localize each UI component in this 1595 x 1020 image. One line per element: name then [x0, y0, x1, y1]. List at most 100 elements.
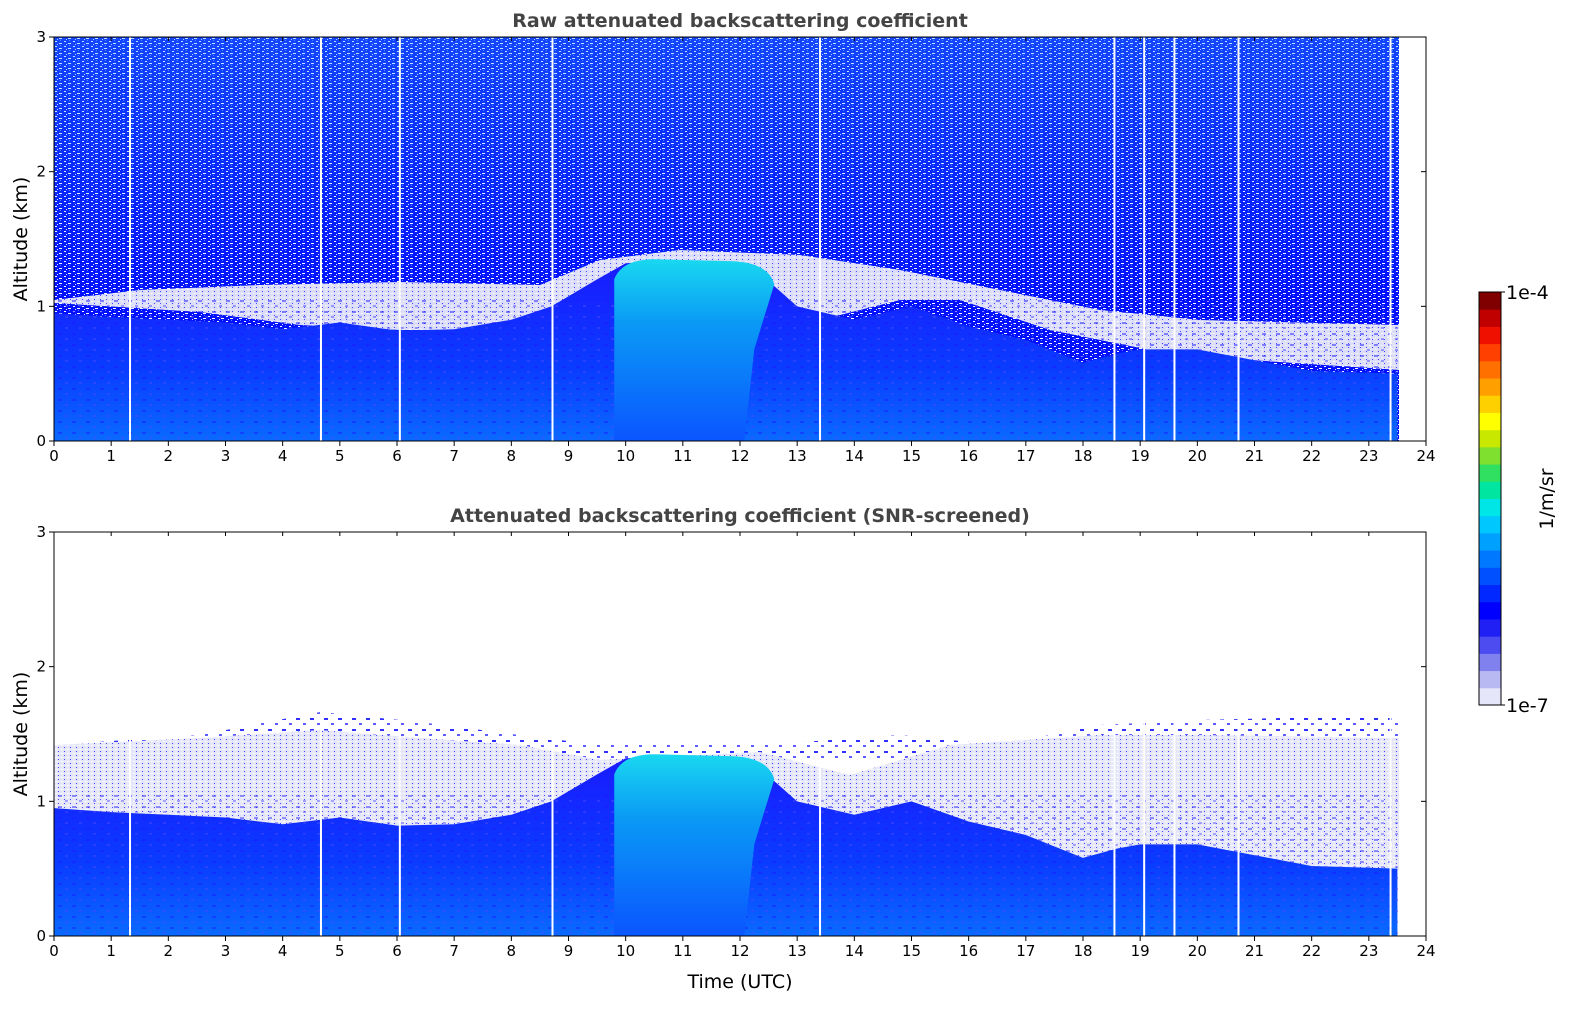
x-tick-label: 21	[1245, 942, 1264, 960]
x-tick-label: 4	[278, 447, 288, 465]
colorbar-step	[1479, 446, 1501, 465]
colorbar-step	[1479, 584, 1501, 603]
colorbar-step	[1479, 360, 1501, 379]
x-tick-label: 7	[449, 942, 459, 960]
panel-raw-title: Raw attenuated backscattering coefficien…	[512, 10, 968, 32]
x-tick-label: 8	[507, 447, 517, 465]
panel-raw: Raw attenuated backscattering coefficien…	[10, 10, 1436, 465]
panel-screened: Attenuated backscattering coefficient (S…	[10, 505, 1436, 993]
x-tick-label: 6	[392, 942, 402, 960]
colorbar: 1e-4 1e-7 1/m/sr	[1478, 282, 1558, 717]
x-tick-label: 2	[164, 447, 174, 465]
x-tick-label: 8	[507, 942, 517, 960]
panel-screened-y-axis: 0 1 2 3	[36, 523, 1426, 945]
y-tick-label: 0	[36, 432, 46, 450]
x-tick-label: 0	[49, 447, 59, 465]
colorbar-step	[1479, 567, 1501, 586]
x-tick-label: 18	[1073, 942, 1092, 960]
colorbar-step	[1479, 601, 1501, 620]
colorbar-step	[1479, 532, 1501, 551]
x-tick-label: 24	[1416, 447, 1435, 465]
colorbar-max-label: 1e-4	[1506, 282, 1549, 304]
x-tick-label: 12	[730, 942, 749, 960]
x-tick-label: 15	[902, 942, 921, 960]
raw-cloud	[614, 259, 775, 441]
x-tick-label: 1	[106, 942, 116, 960]
x-tick-label: 1	[106, 447, 116, 465]
x-tick-label: 9	[564, 942, 574, 960]
x-tick-label: 5	[335, 447, 345, 465]
colorbar-step	[1479, 309, 1501, 327]
panel-screened-heatmap	[54, 532, 1426, 936]
colorbar-steps	[1479, 292, 1501, 706]
x-tick-label: 20	[1188, 447, 1207, 465]
colorbar-step	[1479, 550, 1501, 568]
colorbar-step	[1479, 618, 1501, 637]
colorbar-step	[1479, 636, 1501, 654]
x-tick-label: 22	[1302, 447, 1321, 465]
panel-screened-title: Attenuated backscattering coefficient (S…	[450, 505, 1030, 527]
x-tick-label: 10	[616, 447, 635, 465]
colorbar-step	[1479, 395, 1501, 413]
x-tick-label: 12	[730, 447, 749, 465]
colorbar-step	[1479, 687, 1501, 706]
colorbar-min-label: 1e-7	[1506, 695, 1549, 717]
x-tick-label: 23	[1359, 942, 1378, 960]
x-tick-label: 10	[616, 942, 635, 960]
y-tick-label: 0	[36, 927, 46, 945]
colorbar-step	[1479, 412, 1501, 431]
screened-data-gaps	[129, 532, 1392, 936]
x-tick-label: 16	[959, 447, 978, 465]
x-tick-label: 7	[449, 447, 459, 465]
screened-no-data-tail	[1399, 532, 1426, 936]
y-tick-label: 2	[36, 658, 46, 676]
x-tick-label: 17	[1016, 447, 1035, 465]
colorbar-step	[1479, 653, 1501, 672]
y-tick-label: 3	[36, 523, 46, 541]
x-tick-label: 22	[1302, 942, 1321, 960]
x-tick-label: 5	[335, 942, 345, 960]
panel-screened-xlabel: Time (UTC)	[686, 971, 792, 993]
x-tick-label: 14	[845, 942, 864, 960]
x-tick-label: 19	[1131, 447, 1150, 465]
colorbar-frame	[1478, 291, 1502, 706]
x-tick-label: 19	[1131, 942, 1150, 960]
colorbar-step	[1479, 326, 1501, 345]
colorbar-step	[1479, 481, 1501, 499]
x-tick-label: 11	[673, 447, 692, 465]
panel-screened-x-axis: 0 1 2 3 4 5 6 7 8 9 10 11 12 13 14 15 16 17 18 19 20 21 22 23 24	[49, 532, 1436, 960]
x-tick-label: 18	[1073, 447, 1092, 465]
raw-data-gaps	[129, 37, 1392, 441]
colorbar-step	[1479, 498, 1501, 517]
colorbar-step	[1479, 464, 1501, 482]
panel-raw-ylabel: Altitude (km)	[10, 177, 32, 302]
colorbar-step	[1479, 515, 1501, 534]
x-tick-label: 20	[1188, 942, 1207, 960]
x-tick-label: 23	[1359, 447, 1378, 465]
colorbar-step	[1479, 343, 1501, 362]
x-tick-label: 21	[1245, 447, 1264, 465]
x-tick-label: 13	[788, 447, 807, 465]
x-tick-label: 9	[564, 447, 574, 465]
y-tick-label: 3	[36, 28, 46, 46]
panel-raw-heatmap	[54, 37, 1426, 441]
screened-cloud	[614, 754, 775, 936]
x-tick-label: 16	[959, 942, 978, 960]
panel-raw-x-axis: 0 1 2 3 4 5 6 7 8 9 10 11 12 13 14 15 16 17 18 19 20 21 22 23 24	[49, 37, 1436, 465]
colorbar-step	[1479, 429, 1501, 448]
y-tick-label: 1	[36, 297, 46, 315]
x-tick-label: 24	[1416, 942, 1435, 960]
x-tick-label: 0	[49, 942, 59, 960]
x-tick-label: 17	[1016, 942, 1035, 960]
colorbar-step	[1479, 292, 1501, 310]
x-tick-label: 3	[221, 942, 231, 960]
x-tick-label: 3	[221, 447, 231, 465]
x-tick-label: 11	[673, 942, 692, 960]
colorbar-step	[1479, 670, 1501, 689]
colorbar-step	[1479, 378, 1501, 396]
raw-no-data-tail	[1399, 37, 1426, 441]
y-tick-label: 1	[36, 792, 46, 810]
y-tick-label: 2	[36, 163, 46, 181]
x-tick-label: 6	[392, 447, 402, 465]
x-tick-label: 15	[902, 447, 921, 465]
